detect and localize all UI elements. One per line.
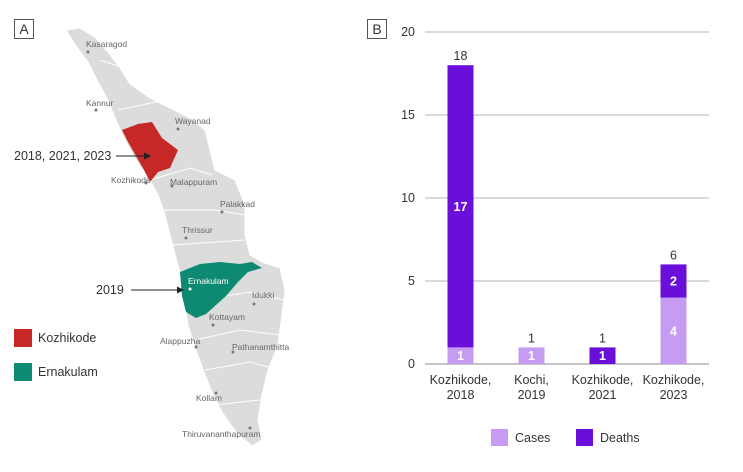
- kozhikode-region: [122, 122, 178, 182]
- ernakulam-region: [180, 262, 262, 318]
- bar-value-label: 17: [454, 200, 468, 214]
- district-label-ernakulam: Ernakulam: [188, 276, 229, 286]
- x-tick-label: 2018: [447, 388, 475, 402]
- district-label: Thiruvananthapuram: [182, 429, 260, 439]
- district-label: Kozhikode: [111, 175, 151, 185]
- district-label: Kottayam: [209, 312, 245, 322]
- x-tick-label: Kochi,: [514, 373, 549, 387]
- bar-cases: [660, 297, 687, 364]
- bar-total-label: 18: [454, 49, 468, 63]
- bar-deaths: [447, 65, 474, 348]
- x-tick-label: 2019: [518, 388, 546, 402]
- y-tick-label: 0: [408, 357, 415, 371]
- x-tick-label: Kozhikode,: [572, 373, 634, 387]
- district-label: Idukki: [252, 290, 274, 300]
- district-label: Pathanamthitta: [232, 342, 289, 352]
- legend-swatch-cases: [491, 429, 508, 446]
- district-label: Kollam: [196, 393, 222, 403]
- legend-label: Ernakulam: [38, 365, 98, 379]
- y-tick-label: 5: [408, 274, 415, 288]
- kerala-outline: [65, 27, 286, 447]
- panel-label-a: A: [14, 19, 34, 39]
- district-label: Kannur: [86, 98, 114, 108]
- x-tick-label: Kozhikode,: [430, 373, 492, 387]
- x-tick-label: 2023: [660, 388, 688, 402]
- kozhikode-years-label: 2018, 2021, 2023: [14, 149, 111, 163]
- district-label: Palakkad: [220, 199, 255, 209]
- legend-swatch-ernakulam: [14, 363, 32, 381]
- bar-cases: [447, 347, 474, 364]
- x-tick-label: Kozhikode,: [643, 373, 705, 387]
- bar-value-label: 2: [670, 275, 677, 289]
- district-label: Wayanad: [175, 116, 211, 126]
- y-tick-label: 15: [401, 108, 415, 122]
- y-tick-label: 10: [401, 191, 415, 205]
- bar-deaths: [589, 347, 616, 364]
- map-legend-ernakulam: Ernakulam: [14, 363, 98, 381]
- y-tick-label: 20: [401, 25, 415, 39]
- bar-total-label: 1: [528, 331, 535, 345]
- x-tick-label: 2021: [589, 388, 617, 402]
- panel-label-b: B: [367, 19, 387, 39]
- district-label: Alappuzha: [160, 336, 200, 346]
- map-legend-kozhikode: Kozhikode: [14, 329, 96, 347]
- legend-label: Kozhikode: [38, 331, 97, 345]
- legend-label-deaths: Deaths: [600, 431, 640, 445]
- bar-value-label: 1: [599, 349, 606, 363]
- bar-value-label: 1: [528, 349, 535, 363]
- bar-cases: [518, 347, 545, 364]
- legend-swatch-deaths: [576, 429, 593, 446]
- bar-value-label: 1: [457, 349, 464, 363]
- legend-label-cases: Cases: [515, 431, 550, 445]
- bar-total-label: 1: [599, 331, 606, 345]
- ernakulam-years-label: 2019: [96, 283, 124, 297]
- kerala-map: Kasaragod Kannur Wayanad Kozhikode Malap…: [14, 27, 289, 447]
- district-label: Thrissur: [182, 225, 213, 235]
- legend-swatch-kozhikode: [14, 329, 32, 347]
- bar-deaths: [660, 264, 687, 298]
- bar-value-label: 4: [670, 324, 677, 338]
- district-label: Malappuram: [170, 177, 217, 187]
- district-label: Kasaragod: [86, 39, 127, 49]
- bar-total-label: 6: [670, 248, 677, 262]
